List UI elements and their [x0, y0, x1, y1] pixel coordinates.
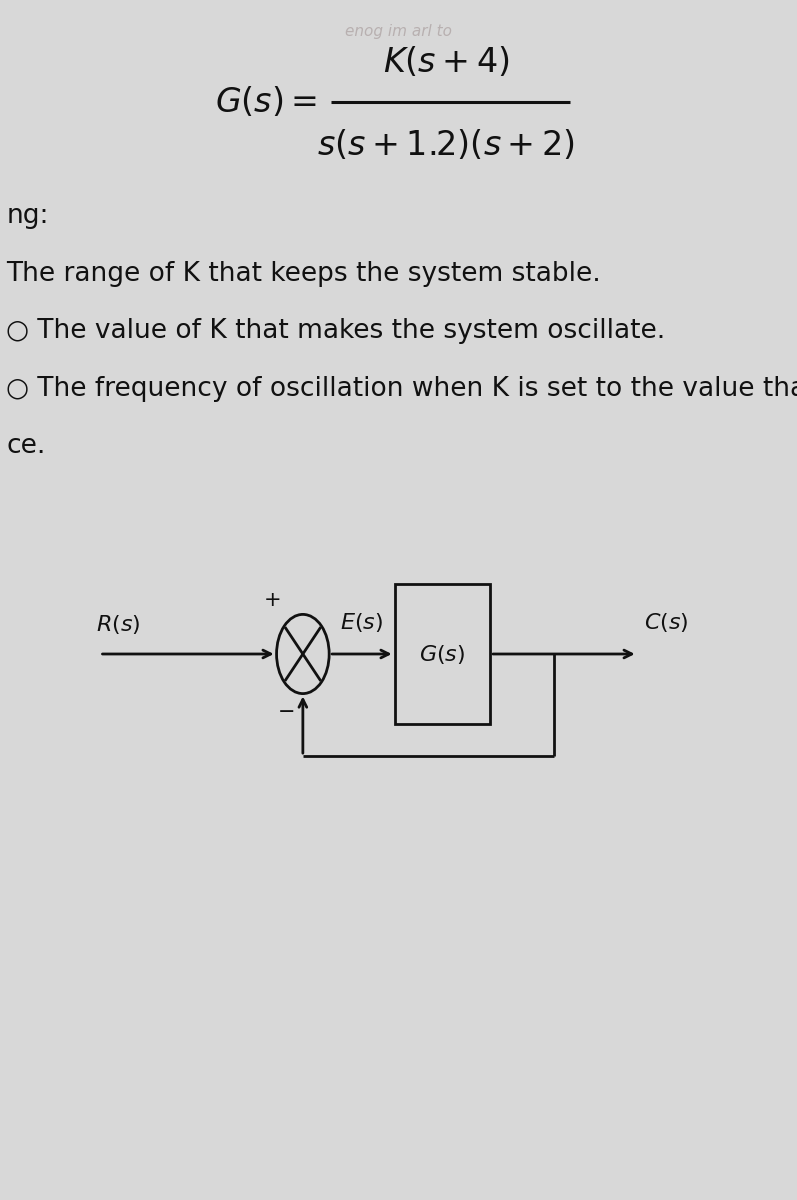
Text: $R(s)$: $R(s)$	[96, 612, 140, 636]
Text: $G(s) =$: $G(s) =$	[215, 85, 317, 119]
Text: enog im arl to: enog im arl to	[345, 24, 452, 38]
Text: ce.: ce.	[6, 433, 45, 460]
Text: +: +	[264, 590, 281, 610]
Text: $s(s + 1.2)(s + 2)$: $s(s + 1.2)(s + 2)$	[317, 128, 575, 162]
Text: The range of K that keeps the system stable.: The range of K that keeps the system sta…	[6, 260, 601, 287]
Text: $E(s)$: $E(s)$	[340, 611, 383, 635]
Text: ng:: ng:	[6, 203, 49, 229]
Text: $K(s + 4)$: $K(s + 4)$	[383, 46, 509, 79]
Text: $C(s)$: $C(s)$	[644, 611, 689, 635]
Bar	[395, 584, 490, 724]
Text: $-$: $-$	[277, 701, 294, 720]
Text: ○ The frequency of oscillation when K is set to the value tha: ○ The frequency of oscillation when K is…	[6, 376, 797, 402]
Text: $G(s)$: $G(s)$	[419, 642, 465, 666]
Text: ○ The value of K that makes the system oscillate.: ○ The value of K that makes the system o…	[6, 318, 665, 344]
